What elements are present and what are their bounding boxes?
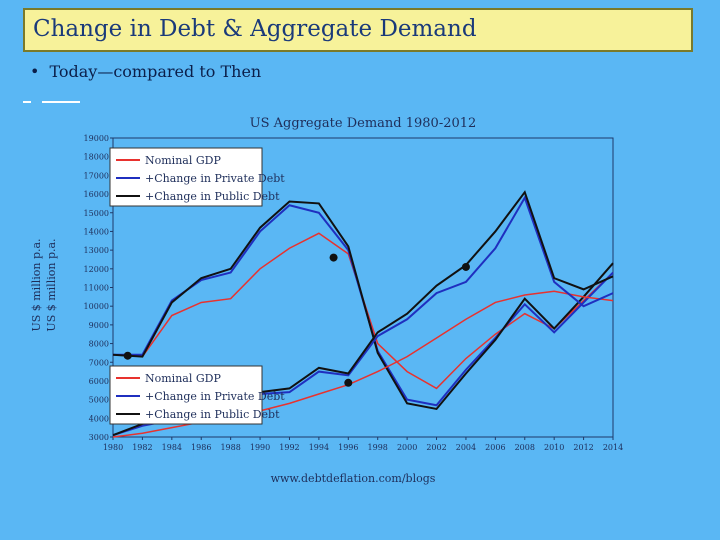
y-tick-label: 18000	[84, 153, 109, 162]
x-tick-label: 1990	[250, 443, 270, 452]
x-tick-label: 1982	[132, 443, 152, 452]
y-tick-label: 8000	[89, 340, 109, 349]
y-tick-label: 19000	[84, 134, 109, 143]
y-tick-label: 7000	[89, 358, 109, 367]
x-tick-label: 1992	[279, 443, 299, 452]
upper-legend-label: Nominal GDP	[145, 154, 221, 167]
x-tick-label: 2010	[544, 443, 564, 452]
y-tick-label: 3000	[89, 433, 109, 442]
y-tick-label: 4000	[89, 414, 109, 423]
slide-title-box: Change in Debt & Aggregate Demand	[23, 8, 693, 52]
x-tick-label: 2002	[426, 443, 446, 452]
y-tick-label: 15000	[84, 209, 109, 218]
decorative-dash	[23, 101, 31, 103]
x-tick-label: 1986	[191, 443, 211, 452]
public-marker	[344, 378, 353, 387]
upper-series-public	[112, 200, 614, 411]
source-label: www.debtdeflation.com/blogs	[271, 472, 436, 485]
y-tick-label: 12000	[84, 265, 109, 274]
lower-legend-label: +Change in Public Debt	[145, 408, 280, 421]
y-tick-label: 5000	[89, 396, 109, 405]
y-axis-label-2: US $ million p.a.	[45, 238, 58, 331]
y-tick-label: 14000	[84, 227, 109, 236]
bullet-text: Today—compared to Then	[49, 62, 262, 81]
y-tick-label: 13000	[84, 246, 109, 255]
bullet-item: • Today—compared to Then	[30, 62, 261, 81]
public-marker	[329, 253, 338, 262]
x-tick-label: 1980	[103, 443, 123, 452]
public-marker	[123, 351, 132, 360]
x-tick-label: 1998	[368, 443, 388, 452]
bullet-symbol: •	[30, 62, 40, 81]
x-tick-label: 2012	[573, 443, 593, 452]
y-tick-label: 16000	[84, 190, 109, 199]
lower-legend-label: Nominal GDP	[145, 372, 221, 385]
x-tick-label: 2004	[456, 443, 476, 452]
slide-title: Change in Debt & Aggregate Demand	[33, 16, 477, 42]
x-tick-label: 1984	[162, 443, 182, 452]
y-tick-label: 10000	[84, 302, 109, 311]
x-tick-label: 1988	[220, 443, 240, 452]
upper-legend-label: +Change in Public Debt	[145, 190, 280, 203]
x-tick-label: 2000	[397, 443, 417, 452]
upper-legend-label: +Change in Private Debt	[145, 172, 285, 185]
x-tick-label: 1996	[338, 443, 358, 452]
x-tick-label: 2006	[485, 443, 505, 452]
chart-title: US Aggregate Demand 1980-2012	[250, 116, 477, 131]
y-tick-label: 11000	[84, 284, 109, 293]
y-tick-label: 9000	[89, 321, 109, 330]
public-marker	[461, 262, 470, 271]
y-axis-label: US $ million p.a.	[30, 238, 43, 331]
decorative-dash-long	[42, 101, 80, 103]
y-tick-label: 6000	[89, 377, 109, 386]
x-tick-label: 2014	[603, 443, 623, 452]
y-tick-label: 17000	[84, 171, 109, 180]
x-tick-label: 1994	[309, 443, 329, 452]
lower-legend-label: +Change in Private Debt	[145, 390, 285, 403]
x-tick-label: 2008	[515, 443, 535, 452]
